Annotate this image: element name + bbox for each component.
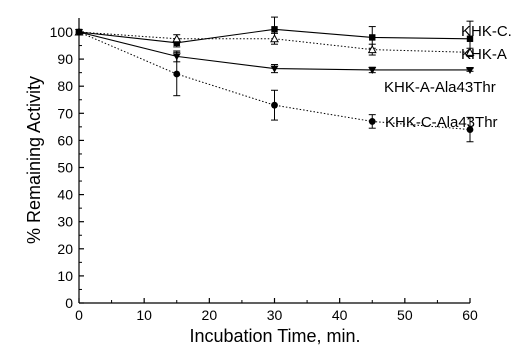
y-tick-label: 60 <box>57 132 73 148</box>
data-point <box>75 28 83 36</box>
y-tick-label: 30 <box>57 214 73 230</box>
series-layer <box>74 16 475 143</box>
y-axis-title: % Remaining Activity <box>24 76 44 244</box>
y-tick-label: 10 <box>57 268 73 284</box>
series-line <box>78 31 471 131</box>
x-tick-label: 20 <box>202 307 218 323</box>
data-point <box>369 34 376 41</box>
series-label-khk-c-ala43thr: KHK-C-Ala43Thr <box>385 114 498 131</box>
data-point <box>466 126 474 133</box>
data-point <box>270 65 279 73</box>
series-labels: KHK-C. KHK-A KHK-A-Ala43Thr KHK-C-Ala43T… <box>384 23 512 131</box>
series-label-khk-c: KHK-C. <box>461 23 512 40</box>
x-ticks: 0 10 20 30 40 50 60 <box>75 298 478 323</box>
axes <box>78 18 470 304</box>
series-line <box>78 31 471 53</box>
y-tick-label: 90 <box>57 51 73 67</box>
y-tick-label: 0 <box>65 295 73 311</box>
x-tick-label: 50 <box>397 307 413 323</box>
data-point <box>271 26 278 33</box>
y-tick-label: 50 <box>57 160 73 176</box>
data-point <box>367 44 377 54</box>
data-point <box>172 34 182 43</box>
series-label-khk-a-ala43thr: KHK-A-Ala43Thr <box>384 79 496 96</box>
x-axis-title: Incubation Time, min. <box>189 326 360 346</box>
y-tick-label: 100 <box>50 24 74 40</box>
x-tick-label: 40 <box>332 307 348 323</box>
data-point <box>368 118 376 125</box>
data-point <box>270 34 279 43</box>
data-point <box>466 66 474 74</box>
x-tick-label: 0 <box>75 307 83 323</box>
y-tick-label: 70 <box>57 105 73 121</box>
x-tick-label: 30 <box>267 307 283 323</box>
y-tick-label: 20 <box>57 241 73 257</box>
x-tick-label: 10 <box>136 307 152 323</box>
y-tick-label: 80 <box>57 78 73 94</box>
data-point <box>368 66 377 74</box>
x-tick-label: 60 <box>462 307 478 323</box>
series-label-khk-a: KHK-A <box>461 46 507 63</box>
y-ticks: 0 10 20 30 40 50 60 70 80 90 100 <box>50 24 84 311</box>
y-tick-label: 40 <box>57 187 73 203</box>
data-point <box>271 101 278 109</box>
data-point <box>465 47 475 56</box>
data-point <box>466 35 474 42</box>
series-3 <box>75 28 474 143</box>
data-point <box>173 70 181 78</box>
